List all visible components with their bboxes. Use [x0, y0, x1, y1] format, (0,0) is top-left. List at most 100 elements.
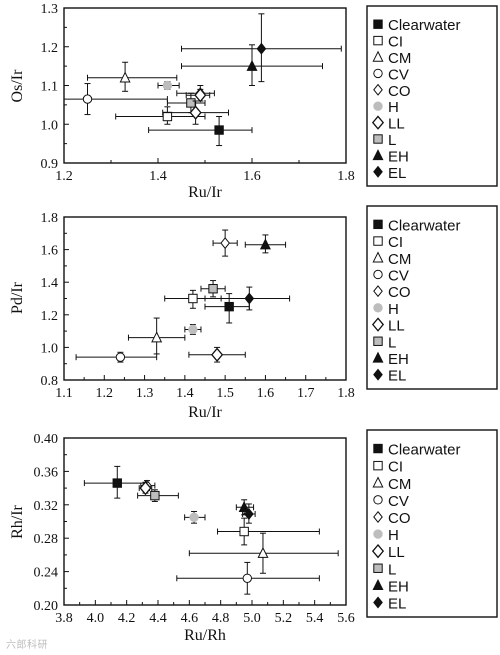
- chart-panel-2: 1.1 1.2 1.3 1.4 1.5 1.6 1.7 1.8 0.8 1.0 1.2 1.4 1.6 1…: [9, 205, 498, 421]
- legend-marker: [373, 68, 383, 79]
- point-ci-p3-1: [217, 517, 320, 546]
- legend-label: Clearwater: [388, 442, 461, 459]
- y-tick-label: 0.24: [34, 566, 59, 581]
- legend-label: CI: [388, 459, 403, 476]
- data-marker: [214, 125, 224, 135]
- legend-marker: [373, 35, 383, 46]
- x-tick-label: 5.6: [337, 611, 355, 626]
- legend-marker: [373, 134, 383, 144]
- x-tick-label: 1.8: [337, 169, 355, 184]
- legend-item-clearwater: Clearwater: [373, 17, 461, 34]
- y-tick-label: 1.0: [41, 118, 59, 133]
- data-marker: [239, 526, 249, 537]
- legend-label: Clearwater: [388, 17, 461, 34]
- legend-label: CI: [388, 234, 403, 251]
- data-marker: [151, 331, 163, 343]
- legend-label: EH: [388, 148, 409, 165]
- point-co-p2-4: [212, 229, 238, 257]
- legend-item-h: H: [373, 99, 399, 116]
- point-cm-p2-2: [127, 317, 186, 355]
- data-marker: [220, 237, 230, 250]
- legend-marker: [373, 529, 383, 539]
- x-tick-label: 4.8: [212, 611, 230, 626]
- legend-label: EH: [388, 578, 409, 595]
- legend-label: LL: [388, 318, 405, 335]
- legend-marker: [371, 543, 385, 559]
- data-marker: [189, 512, 199, 523]
- data-marker: [139, 480, 152, 496]
- y-tick-label: 0.28: [34, 532, 59, 547]
- data-marker: [186, 98, 196, 108]
- data-marker: [244, 507, 254, 520]
- point-clearwater-p1-0: [148, 116, 253, 147]
- legend-frame: [366, 429, 498, 618]
- point-l-p2-7: [200, 280, 226, 298]
- x-tick-label: 1.5: [216, 386, 234, 401]
- data-marker: [112, 478, 122, 488]
- legend-marker: [371, 115, 385, 130]
- data-marker: [188, 293, 198, 304]
- y-tick-label: 0.32: [34, 499, 59, 514]
- legend-label: H: [388, 527, 399, 544]
- y-tick-label: 1.4: [41, 276, 59, 291]
- legend-label: LL: [388, 116, 405, 133]
- data-marker: [257, 546, 269, 558]
- legend-label: CO: [388, 284, 411, 301]
- x-tick-label: 1.3: [136, 386, 154, 401]
- chart-panel-3: 3.8 4.0 4.2 4.4 4.6 4.8 5.0 5.2 5.4 5.6 0.20 0.24 0.…: [9, 429, 498, 644]
- legend-label: CI: [388, 34, 403, 51]
- legend-item-clearwater: Clearwater: [373, 442, 461, 459]
- point-l-p3-7: [137, 489, 179, 502]
- point-h-p1-5: [157, 80, 180, 91]
- x-tick-label: 1.1: [55, 386, 73, 401]
- legend-item-ll: LL: [371, 543, 405, 561]
- x-axis-label: Ru/Ir: [188, 184, 222, 201]
- legend-marker: [373, 303, 383, 313]
- legend-item-l: L: [373, 132, 396, 149]
- y-tick-label: 0.20: [34, 599, 59, 614]
- data-marker: [189, 105, 202, 120]
- legend-marker: [373, 368, 383, 381]
- legend-item-cm: CM: [372, 251, 411, 268]
- x-axis-label: Ru/Rh: [184, 627, 226, 644]
- point-cv-p3-3: [176, 561, 320, 595]
- legend-item-co: CO: [373, 284, 411, 301]
- legend-item-clearwater: Clearwater: [373, 217, 461, 234]
- point-h-p2-5: [184, 324, 202, 335]
- y-tick-label: 0.8: [41, 374, 59, 389]
- legend-marker: [373, 510, 383, 523]
- chart-panel-1: 1.2 1.4 1.6 1.8 0.9 1.0 1.1 1.2 1.3 Ru/Ir Os/Ir Cle…: [9, 2, 498, 201]
- x-tick-label: 1.7: [297, 386, 315, 401]
- legend-marker: [373, 336, 383, 346]
- data-marker: [242, 573, 253, 583]
- x-tick-label: 1.4: [149, 169, 167, 184]
- legend-marker: [373, 443, 383, 454]
- x-tick-label: 5.2: [275, 611, 293, 626]
- y-tick-label: 0.36: [34, 465, 59, 480]
- legend-item-l: L: [373, 561, 396, 578]
- legend-marker: [373, 236, 383, 246]
- point-h-p3-5: [184, 510, 206, 524]
- legend-marker: [372, 251, 384, 263]
- point-el-p2-9: [204, 286, 291, 311]
- legend-item-h: H: [373, 301, 399, 318]
- legend-label: CO: [388, 510, 411, 527]
- legend-marker: [373, 495, 383, 505]
- point-cv-p1-3: [63, 83, 168, 116]
- legend-marker: [372, 50, 384, 62]
- legend-marker: [373, 596, 383, 609]
- data-marker: [188, 324, 198, 335]
- legend-item-ll: LL: [371, 317, 405, 335]
- point-l-p1-7: [166, 92, 206, 114]
- point-eh-p2-8: [244, 234, 287, 254]
- legend-item-l: L: [373, 334, 396, 351]
- legend-label: EL: [388, 595, 406, 612]
- y-tick-label: 1.8: [41, 211, 59, 226]
- data-marker: [162, 111, 173, 122]
- x-tick-label: 1.2: [96, 386, 114, 401]
- legend-item-eh: EH: [372, 351, 409, 368]
- legend-label: EL: [388, 368, 406, 385]
- legend-label: CV: [388, 66, 409, 83]
